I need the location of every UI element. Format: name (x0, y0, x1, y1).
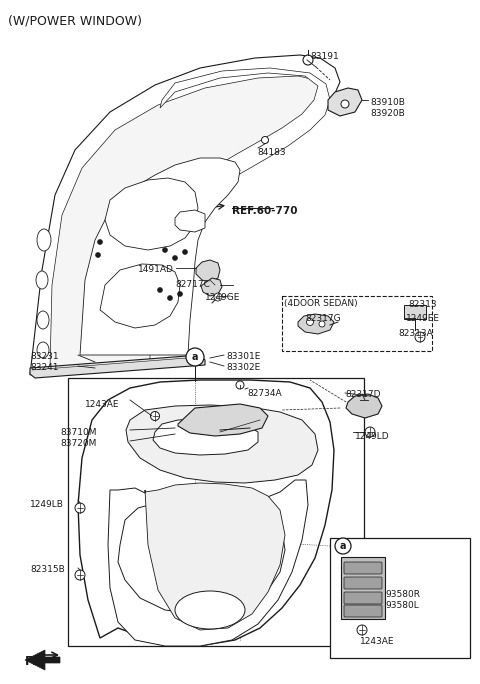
FancyBboxPatch shape (330, 538, 470, 658)
Polygon shape (30, 355, 205, 378)
Ellipse shape (36, 271, 48, 289)
Circle shape (172, 256, 178, 261)
Text: 83720M: 83720M (60, 439, 96, 448)
Polygon shape (80, 158, 240, 355)
Ellipse shape (175, 591, 245, 629)
Circle shape (97, 239, 103, 244)
Polygon shape (108, 480, 308, 646)
Circle shape (303, 55, 313, 65)
Text: 1491AD: 1491AD (138, 265, 174, 274)
Polygon shape (153, 68, 330, 310)
Polygon shape (201, 278, 222, 296)
Ellipse shape (37, 342, 49, 358)
Circle shape (415, 332, 425, 342)
Circle shape (163, 248, 168, 252)
FancyBboxPatch shape (344, 577, 382, 589)
FancyBboxPatch shape (344, 592, 382, 604)
FancyBboxPatch shape (344, 562, 382, 574)
Ellipse shape (37, 311, 49, 329)
Circle shape (178, 291, 182, 296)
Polygon shape (153, 419, 258, 455)
Text: 82734A: 82734A (247, 389, 282, 398)
Polygon shape (178, 404, 268, 436)
FancyBboxPatch shape (404, 305, 426, 319)
Polygon shape (346, 394, 382, 418)
Polygon shape (145, 483, 285, 630)
Text: 82317D: 82317D (345, 390, 381, 399)
Circle shape (182, 250, 188, 254)
Circle shape (151, 228, 157, 235)
Text: 1249GE: 1249GE (205, 293, 240, 302)
FancyBboxPatch shape (341, 557, 385, 619)
FancyBboxPatch shape (282, 296, 432, 351)
Circle shape (319, 321, 325, 327)
FancyBboxPatch shape (344, 605, 382, 617)
Text: 83231: 83231 (30, 352, 59, 361)
Circle shape (341, 100, 349, 108)
Text: 82717C: 82717C (175, 280, 210, 289)
Text: 1249LD: 1249LD (355, 432, 390, 441)
Circle shape (96, 252, 100, 257)
Text: 84183: 84183 (257, 148, 286, 157)
Polygon shape (175, 210, 205, 232)
Circle shape (186, 348, 204, 366)
Polygon shape (100, 264, 180, 328)
Polygon shape (105, 178, 198, 250)
Circle shape (365, 427, 375, 437)
Circle shape (262, 137, 268, 144)
Text: 1243AE: 1243AE (85, 400, 120, 409)
Text: 93580R: 93580R (385, 590, 420, 599)
Text: 1249LB: 1249LB (30, 500, 64, 509)
Polygon shape (126, 405, 318, 483)
Polygon shape (25, 650, 60, 670)
Circle shape (214, 293, 222, 301)
Circle shape (149, 261, 156, 269)
Text: 83910B: 83910B (370, 98, 405, 107)
Text: a: a (192, 352, 198, 362)
Text: 83302E: 83302E (226, 363, 260, 372)
Text: (4DOOR SEDAN): (4DOOR SEDAN) (284, 299, 358, 308)
Text: 1243AE: 1243AE (360, 637, 395, 646)
Polygon shape (298, 314, 334, 334)
Polygon shape (78, 380, 334, 645)
Polygon shape (196, 260, 220, 282)
Circle shape (149, 291, 156, 298)
Circle shape (75, 570, 85, 580)
Circle shape (151, 412, 159, 421)
Text: 1249EE: 1249EE (406, 314, 440, 323)
Text: 83191: 83191 (310, 52, 339, 61)
Circle shape (168, 295, 172, 300)
Text: 83920B: 83920B (370, 109, 405, 118)
Text: 82315B: 82315B (30, 565, 65, 574)
Polygon shape (328, 88, 362, 116)
Circle shape (75, 503, 85, 513)
Text: 93580L: 93580L (385, 601, 419, 610)
Text: (W/POWER WINDOW): (W/POWER WINDOW) (8, 14, 142, 27)
Circle shape (157, 287, 163, 293)
Text: FR.: FR. (25, 655, 47, 668)
Text: 83241: 83241 (30, 363, 59, 372)
Circle shape (357, 625, 367, 635)
Text: a: a (340, 541, 346, 551)
Text: 82317G: 82317G (305, 314, 341, 323)
Polygon shape (118, 500, 285, 614)
Text: 83710M: 83710M (60, 428, 96, 437)
Polygon shape (50, 76, 325, 370)
Text: 83301E: 83301E (226, 352, 260, 361)
Circle shape (307, 319, 313, 326)
Text: 82313A: 82313A (398, 329, 433, 338)
Circle shape (335, 538, 351, 554)
Text: 82313: 82313 (408, 300, 437, 309)
Polygon shape (30, 55, 340, 375)
Text: REF.60-770: REF.60-770 (232, 206, 298, 216)
Circle shape (236, 381, 244, 389)
Ellipse shape (37, 229, 51, 251)
